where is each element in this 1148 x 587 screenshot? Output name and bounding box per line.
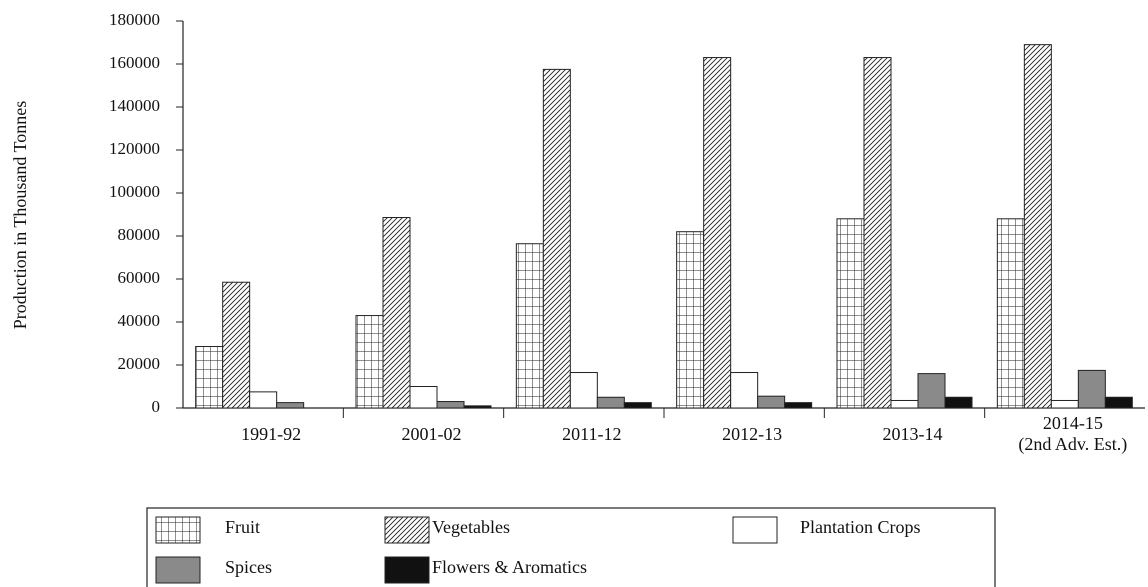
y-tick-label: 180000 xyxy=(109,10,160,29)
bar xyxy=(596,396,625,409)
bar xyxy=(409,386,438,409)
bar xyxy=(917,373,946,409)
legend-label: Plantation Crops xyxy=(800,517,921,537)
y-tick-label: 40000 xyxy=(118,311,161,330)
bar xyxy=(222,281,251,409)
bar xyxy=(195,346,224,409)
y-tick-label: 60000 xyxy=(118,268,161,287)
bar xyxy=(623,402,652,409)
bar xyxy=(1077,369,1106,409)
y-tick-label: 160000 xyxy=(109,53,160,72)
x-tick-label: 1991-92 xyxy=(241,424,302,444)
bar xyxy=(249,391,278,409)
bar xyxy=(382,217,411,409)
legend-box xyxy=(146,507,996,587)
bar xyxy=(890,399,919,409)
bar xyxy=(676,231,705,409)
legend-label: Spices xyxy=(225,557,272,577)
y-tick-label: 80000 xyxy=(118,225,161,244)
legend-label: Flowers & Aromatics xyxy=(432,557,587,577)
y-tick-label: 140000 xyxy=(109,96,160,115)
bar xyxy=(703,57,732,409)
x-tick-label: 2012-13 xyxy=(722,424,783,444)
legend-label: Vegetables xyxy=(432,517,510,537)
x-tick-label: 2013-14 xyxy=(882,424,943,444)
x-tick-label: 2011-12 xyxy=(562,424,622,444)
y-tick-label: 100000 xyxy=(109,182,160,201)
bar xyxy=(996,218,1025,409)
x-tick-label: 2014-15 (2nd Adv. Est.) xyxy=(1018,413,1128,454)
bar xyxy=(1104,396,1133,409)
bar xyxy=(276,402,305,409)
legend-swatch xyxy=(732,516,778,544)
bar xyxy=(355,315,384,409)
bar xyxy=(542,68,571,409)
bar xyxy=(784,402,813,409)
legend-swatch xyxy=(384,556,430,584)
x-tick-label: 2001-02 xyxy=(401,424,462,444)
bar xyxy=(463,405,492,409)
y-axis-label: Production in Thousand Tonnes xyxy=(10,101,30,330)
bar xyxy=(1050,399,1079,409)
legend-label: Fruit xyxy=(225,517,260,537)
bar xyxy=(944,396,973,409)
bar xyxy=(863,57,892,409)
bar xyxy=(436,401,465,409)
y-tick-label: 20000 xyxy=(118,354,161,373)
bar xyxy=(1023,44,1052,409)
bar xyxy=(569,372,598,409)
legend-swatch xyxy=(384,516,430,544)
y-tick-label: 120000 xyxy=(109,139,160,158)
y-tick-label: 0 xyxy=(152,397,161,416)
bar xyxy=(515,243,544,409)
legend-swatch xyxy=(155,516,201,544)
bar xyxy=(757,395,786,409)
bar xyxy=(836,218,865,409)
legend-swatch xyxy=(155,556,201,584)
bar xyxy=(730,372,759,409)
